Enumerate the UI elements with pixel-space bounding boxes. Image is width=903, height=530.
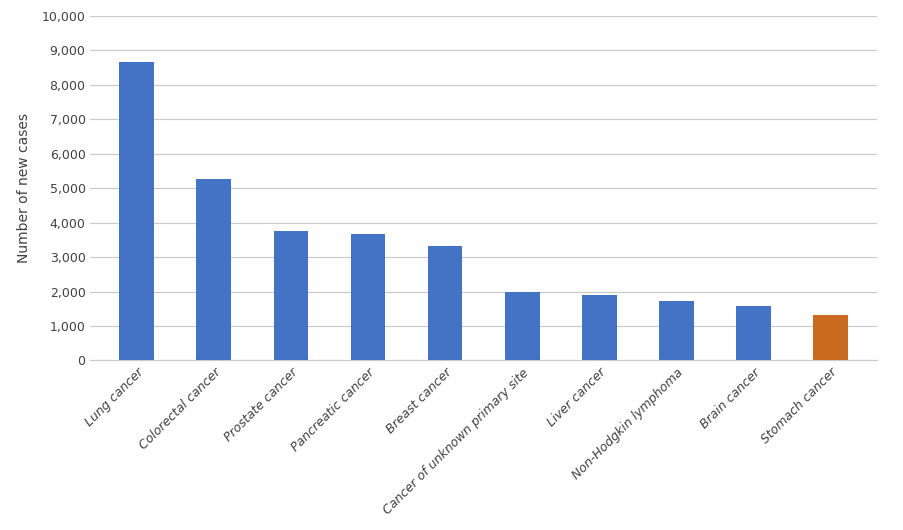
Bar — [735, 306, 770, 360]
Bar — [196, 179, 231, 360]
Bar — [119, 63, 154, 360]
Bar — [582, 295, 616, 360]
Bar — [504, 292, 539, 360]
Bar — [274, 231, 308, 360]
Bar — [350, 234, 385, 360]
Bar — [427, 246, 462, 360]
Bar — [813, 315, 847, 360]
Y-axis label: Number of new cases: Number of new cases — [16, 113, 31, 263]
Bar — [658, 301, 693, 360]
